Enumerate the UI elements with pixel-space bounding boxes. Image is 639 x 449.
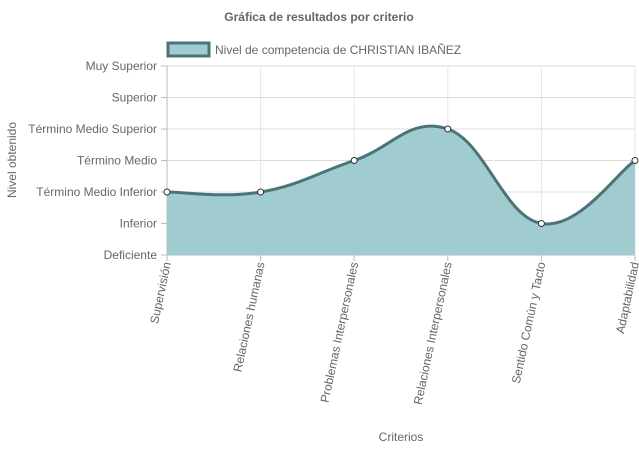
data-point[interactable] (631, 157, 639, 164)
x-tick-label: Problemas Interpersonales (318, 261, 362, 404)
x-tick-labels: Supervisión Relaciones humanas Problemas I… (147, 260, 639, 405)
data-point[interactable] (350, 157, 358, 164)
y-tick-label: Inferior (120, 217, 157, 231)
x-axis-title: Criterios (379, 430, 424, 444)
data-points (163, 125, 639, 227)
series-area-fill (167, 126, 635, 255)
data-point[interactable] (163, 188, 171, 196)
legend-label[interactable]: Nivel de competencia de CHRISTIAN IBAÑEZ (215, 43, 461, 57)
x-tick-label: Sentido Común y Tacto (509, 260, 549, 384)
legend-swatch[interactable] (166, 41, 211, 58)
x-tick-label: Relaciones humanas (231, 261, 268, 374)
x-tick-label: Supervisión (147, 261, 174, 325)
y-axis-title: Nivel obtenido (5, 122, 19, 198)
data-point[interactable] (537, 220, 545, 227)
legend[interactable]: Nivel de competencia de CHRISTIAN IBAÑEZ (166, 41, 461, 58)
x-tick-label: Relaciones Interpersonales (411, 261, 455, 406)
y-tick-labels: Deficiente Inferior Término Medio Inferior… (28, 59, 157, 262)
y-tick-label: Término Medio (77, 154, 157, 168)
data-point[interactable] (257, 188, 265, 196)
y-tick-label: Término Medio Superior (28, 122, 157, 136)
y-tick-label: Superior (112, 91, 157, 105)
y-tick-label: Deficiente (104, 248, 158, 262)
y-tick-label: Término Medio Inferior (36, 185, 157, 199)
data-point[interactable] (444, 125, 452, 133)
y-tick-label: Muy Superior (86, 59, 157, 73)
chart-title: Gráfica de resultados por criterio (224, 10, 413, 24)
x-tick-label: Adaptabilidad (613, 261, 639, 335)
